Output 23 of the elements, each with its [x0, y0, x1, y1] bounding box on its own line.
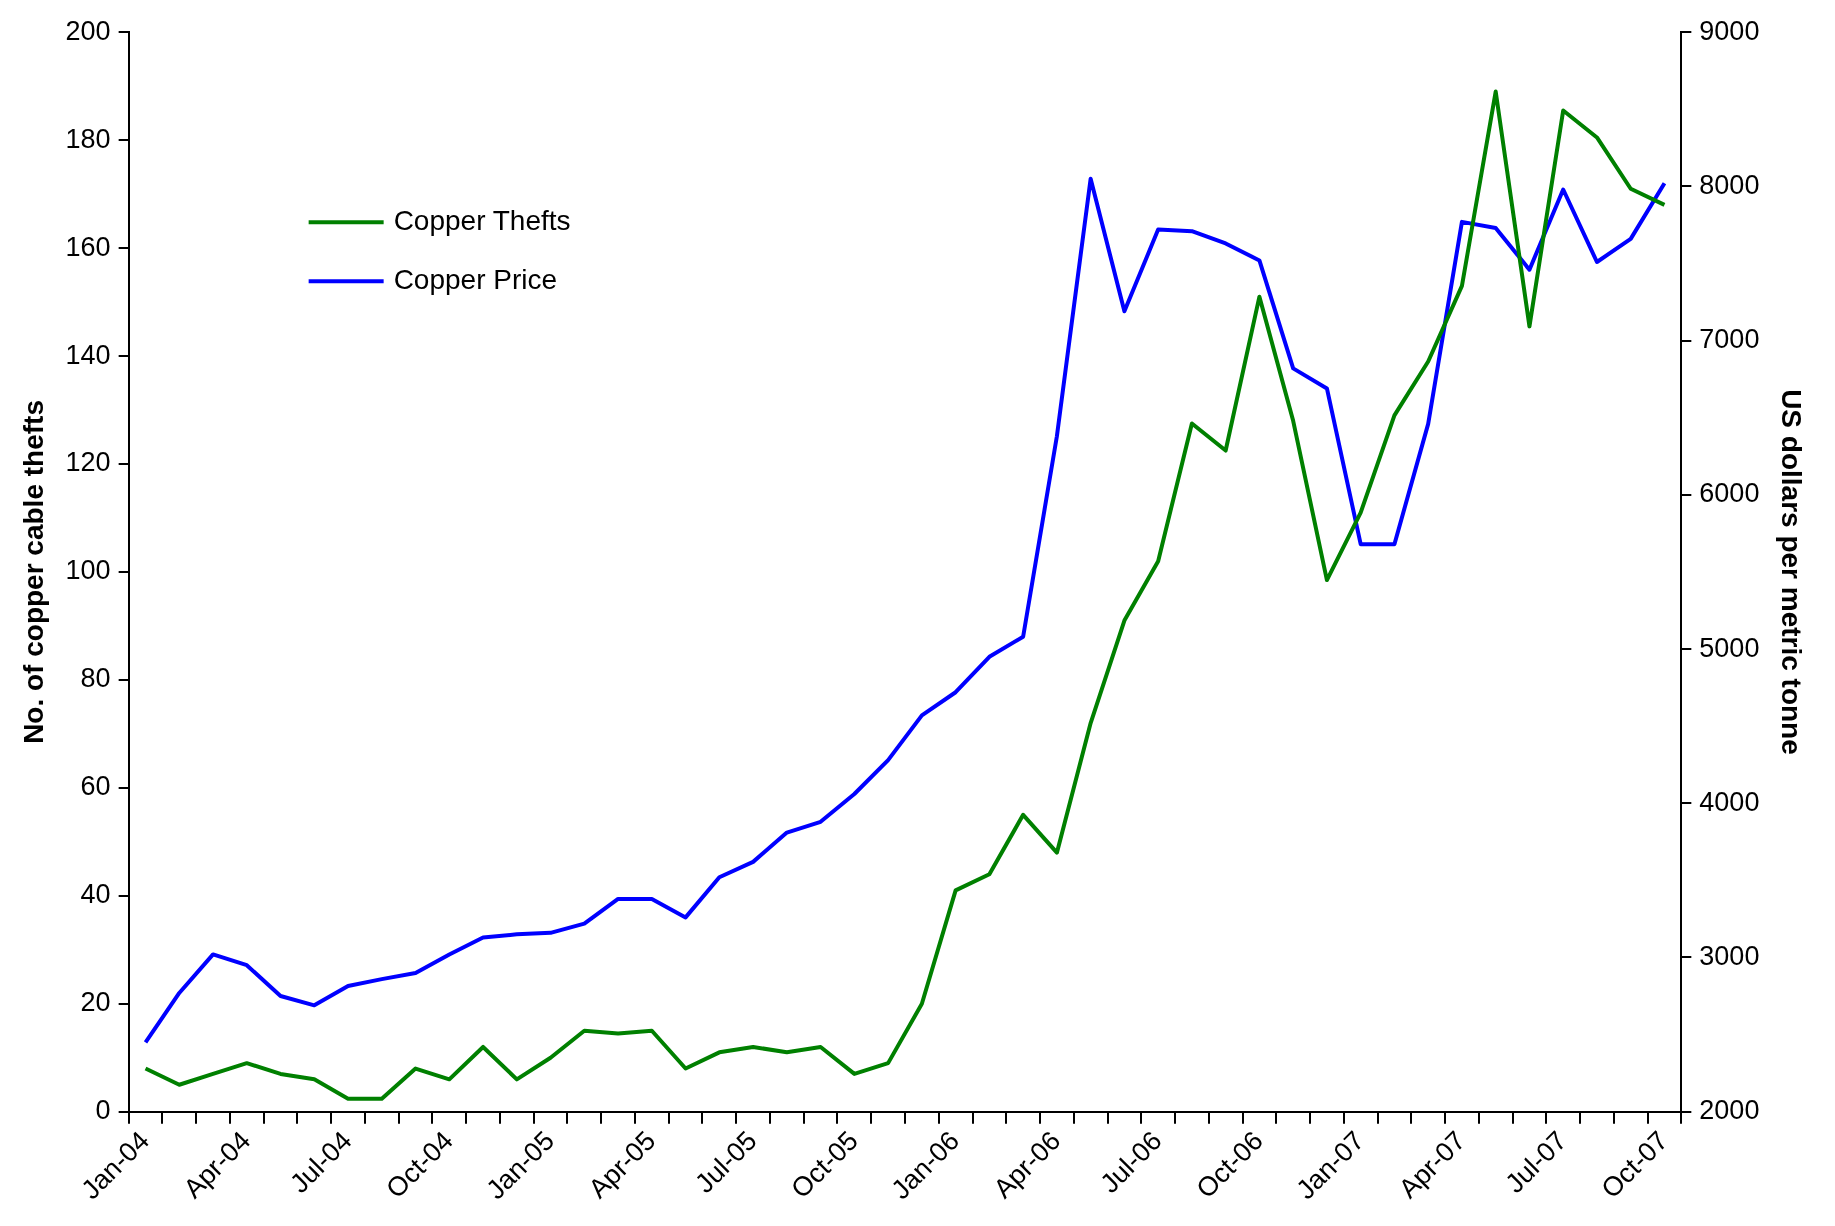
y-tick-label: 40	[80, 879, 111, 910]
y-tick-label: 180	[65, 123, 111, 154]
y2-tick-label: 7000	[1699, 324, 1760, 355]
y-axis-title: No. of copper cable thefts	[17, 400, 49, 744]
legend-label: Copper Thefts	[393, 204, 571, 236]
y-tick-label: 0	[95, 1095, 111, 1126]
legend-label: Copper Price	[393, 263, 558, 295]
y2-tick-label: 6000	[1699, 478, 1760, 509]
y-tick-label: 20	[80, 987, 111, 1018]
y-tick-label: 60	[80, 771, 111, 802]
y2-tick-label: 5000	[1699, 632, 1760, 663]
y2-axis-title: US dollars per metric tonne	[1776, 389, 1808, 755]
y2-tick-label: 2000	[1699, 1095, 1760, 1126]
y-tick-label: 140	[65, 339, 111, 370]
y2-tick-label: 9000	[1699, 15, 1760, 46]
y2-tick-label: 4000	[1699, 786, 1760, 817]
y-tick-label: 200	[65, 15, 111, 46]
y-tick-label: 100	[65, 555, 111, 586]
y-tick-label: 80	[80, 663, 111, 694]
y-tick-label: 120	[65, 447, 111, 478]
y2-tick-label: 8000	[1699, 169, 1760, 200]
y-tick-label: 160	[65, 231, 111, 262]
y2-tick-label: 3000	[1699, 940, 1760, 971]
